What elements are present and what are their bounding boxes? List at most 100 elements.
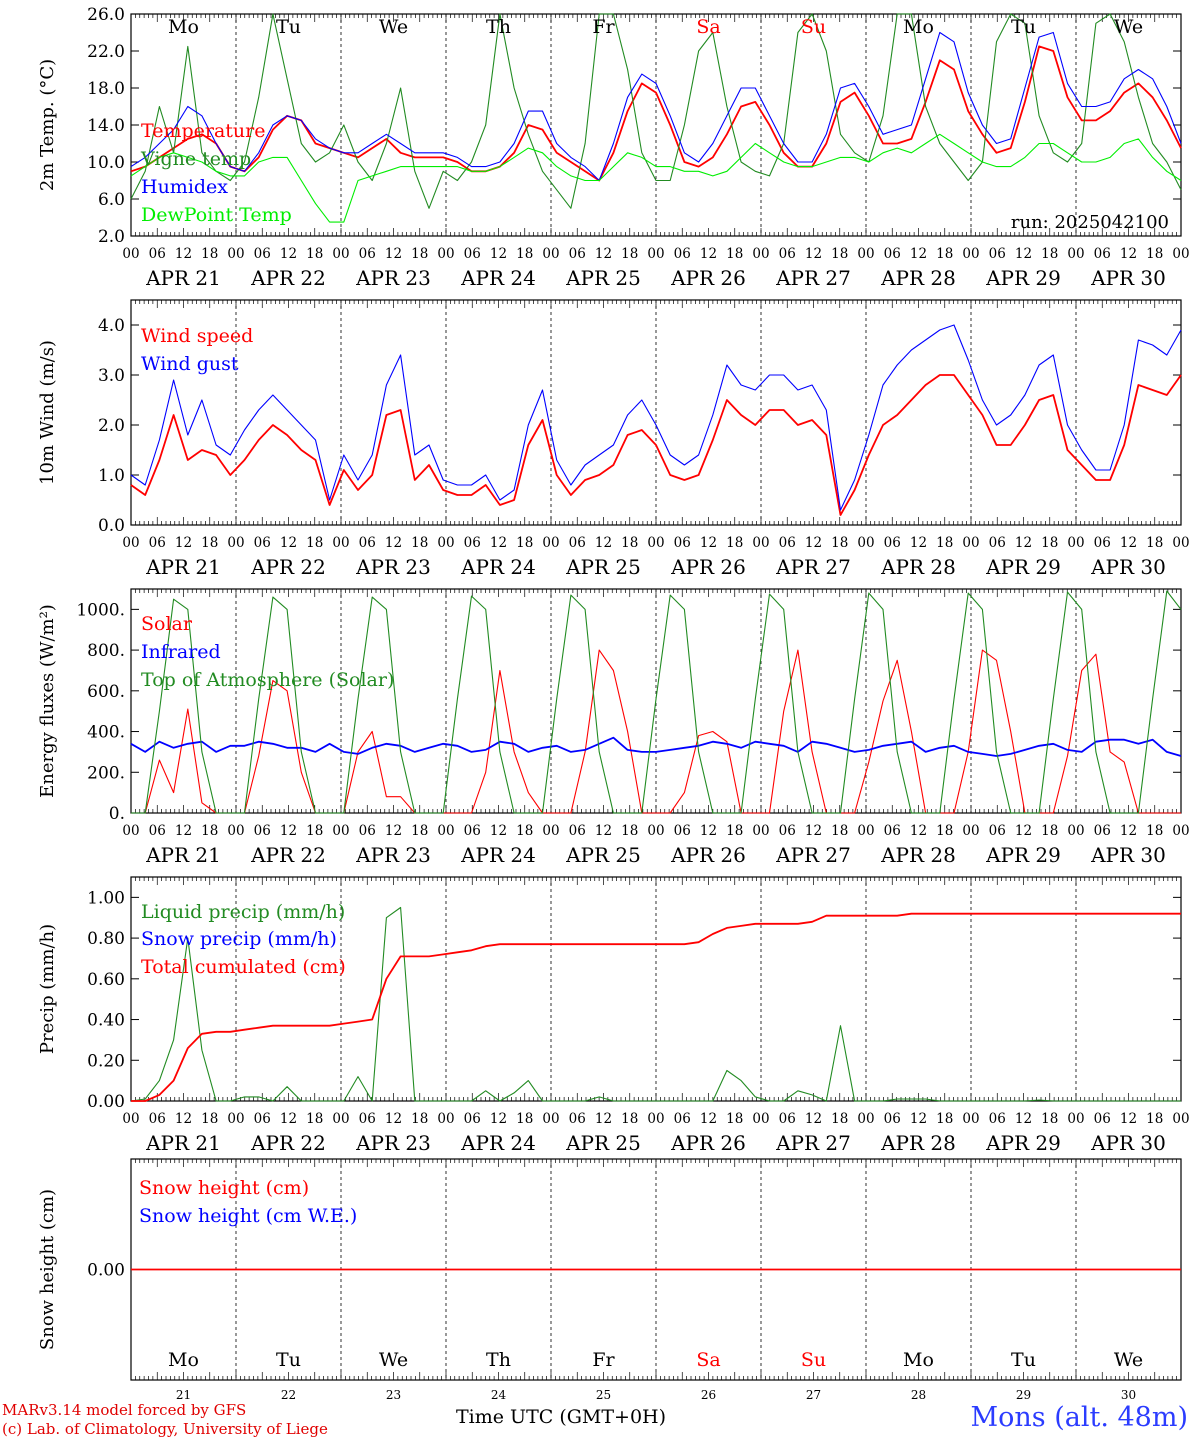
panel-3 bbox=[130, 588, 1182, 814]
hour-tick-label: 12 bbox=[490, 535, 507, 551]
day-number-label: 30 bbox=[1121, 1388, 1136, 1400]
y-tick-label: 2.0 bbox=[98, 416, 125, 436]
legend-entry: Temperature bbox=[141, 120, 265, 142]
date-label: APR 28 bbox=[880, 555, 956, 579]
hour-tick-label: 18 bbox=[1041, 535, 1058, 551]
hour-tick-label: 12 bbox=[280, 246, 297, 262]
hour-tick-label: 00 bbox=[437, 535, 454, 551]
hour-tick-label: 06 bbox=[1094, 1111, 1111, 1127]
legend-entry: Liquid precip (mm/h) bbox=[141, 901, 345, 923]
hour-tick-label: 06 bbox=[569, 823, 586, 839]
hour-tick-label: 06 bbox=[884, 823, 901, 839]
hour-tick-label: 18 bbox=[201, 246, 218, 262]
hour-tick-label: 06 bbox=[254, 246, 271, 262]
y-axis-label: Precip (mm/h) bbox=[37, 924, 58, 1054]
hour-tick-label: 06 bbox=[359, 823, 376, 839]
hour-tick-label: 00 bbox=[227, 823, 244, 839]
hour-tick-label: 00 bbox=[1067, 535, 1084, 551]
hour-tick-label: 12 bbox=[1015, 823, 1032, 839]
day-number-label: 25 bbox=[596, 1388, 611, 1400]
day-number-label: 27 bbox=[806, 1388, 821, 1400]
model-credit: MARv3.14 model forced by GFS bbox=[2, 1401, 247, 1419]
series-line-solar bbox=[131, 649, 1181, 814]
date-label: APR 23 bbox=[355, 843, 431, 867]
hour-tick-label: 18 bbox=[726, 535, 743, 551]
panel-frame bbox=[130, 299, 1182, 526]
series-line-wind-speed bbox=[130, 374, 1182, 516]
hour-tick-label: 00 bbox=[1067, 246, 1084, 262]
date-label: APR 27 bbox=[775, 1131, 851, 1155]
hour-tick-label: 06 bbox=[569, 1111, 586, 1127]
legend-entry: DewPoint Temp bbox=[141, 204, 292, 226]
hour-tick-label: 12 bbox=[700, 1111, 717, 1127]
hour-tick-label: 06 bbox=[569, 535, 586, 551]
series-line-wind-gust bbox=[130, 324, 1182, 511]
panel-5 bbox=[130, 1158, 1182, 1381]
legend-entry: Total cumulated (cm) bbox=[141, 956, 346, 978]
date-label: APR 26 bbox=[670, 266, 746, 290]
hour-tick-label: 06 bbox=[149, 246, 166, 262]
hour-tick-label: 00 bbox=[647, 823, 664, 839]
hour-tick-label: 00 bbox=[647, 246, 664, 262]
hour-tick-label: 18 bbox=[1041, 1111, 1058, 1127]
hour-tick-label: 06 bbox=[884, 535, 901, 551]
hour-tick-label: 00 bbox=[752, 535, 769, 551]
hour-tick-label: 06 bbox=[464, 1111, 481, 1127]
hour-tick-label: 12 bbox=[700, 823, 717, 839]
hour-tick-label: 18 bbox=[831, 535, 848, 551]
hour-tick-label: 12 bbox=[700, 535, 717, 551]
run-label: run: 2025042100 bbox=[1011, 212, 1169, 233]
hour-tick-label: 12 bbox=[1015, 246, 1032, 262]
hour-tick-label: 12 bbox=[175, 823, 192, 839]
hour-tick-label: 00 bbox=[227, 535, 244, 551]
hour-tick-label: 12 bbox=[385, 1111, 402, 1127]
hour-tick-label: 06 bbox=[1094, 246, 1111, 262]
date-label: APR 29 bbox=[985, 266, 1061, 290]
weekday-label: We bbox=[379, 1349, 408, 1371]
hour-tick-label: 00 bbox=[227, 1111, 244, 1127]
weekday-label: We bbox=[379, 16, 408, 38]
y-tick-label: 0. bbox=[109, 804, 125, 824]
date-label: APR 28 bbox=[880, 266, 956, 290]
hour-tick-label: 06 bbox=[149, 823, 166, 839]
hour-tick-label: 06 bbox=[149, 1111, 166, 1127]
hour-tick-label: 12 bbox=[1120, 535, 1137, 551]
hour-tick-label: 12 bbox=[1120, 823, 1137, 839]
day-number-label: 24 bbox=[491, 1388, 507, 1400]
hour-tick-label: 06 bbox=[779, 535, 796, 551]
hour-tick-label: 12 bbox=[175, 1111, 192, 1127]
date-label: APR 22 bbox=[250, 555, 326, 579]
y-tick-label: 0.40 bbox=[87, 1011, 125, 1031]
hour-tick-label: 12 bbox=[910, 1111, 927, 1127]
weekday-label: Mo bbox=[168, 1349, 199, 1371]
y-tick-label: 600. bbox=[87, 682, 125, 702]
series-line-total-cumulated-cm- bbox=[131, 912, 1181, 1102]
hour-tick-label: 06 bbox=[359, 1111, 376, 1127]
hour-tick-label: 00 bbox=[962, 246, 979, 262]
legend-entry: Solar bbox=[141, 613, 193, 635]
hour-tick-label: 12 bbox=[385, 823, 402, 839]
legend-entry: Vigne temp bbox=[140, 148, 251, 170]
y-tick-label: 0.00 bbox=[87, 1092, 125, 1112]
hour-tick-label: 18 bbox=[936, 246, 953, 262]
hour-tick-label: 18 bbox=[936, 823, 953, 839]
hour-tick-label: 12 bbox=[385, 535, 402, 551]
hour-tick-label: 06 bbox=[674, 823, 691, 839]
hour-tick-label: 06 bbox=[569, 246, 586, 262]
hour-tick-label: 18 bbox=[411, 535, 428, 551]
y-tick-label: 0.60 bbox=[87, 970, 125, 990]
weekday-label: Tu bbox=[276, 16, 301, 38]
y-tick-label: 14.0 bbox=[87, 116, 125, 136]
hour-tick-label: 18 bbox=[1146, 1111, 1163, 1127]
date-label: APR 30 bbox=[1090, 555, 1166, 579]
hour-tick-label: 00 bbox=[752, 1111, 769, 1127]
hour-tick-label: 06 bbox=[779, 1111, 796, 1127]
y-axis-label: 10m Wind (m/s) bbox=[37, 340, 58, 485]
weekday-label: Tu bbox=[1011, 1349, 1036, 1371]
hour-tick-label: 00 bbox=[122, 1111, 139, 1127]
legend-entry: Snow precip (mm/h) bbox=[141, 928, 337, 950]
hour-tick-label: 00 bbox=[332, 246, 349, 262]
date-label: APR 24 bbox=[460, 266, 536, 290]
series-line-temperature bbox=[130, 45, 1182, 182]
y-axis-label: Energy fluxes (W/m²) bbox=[37, 604, 58, 798]
